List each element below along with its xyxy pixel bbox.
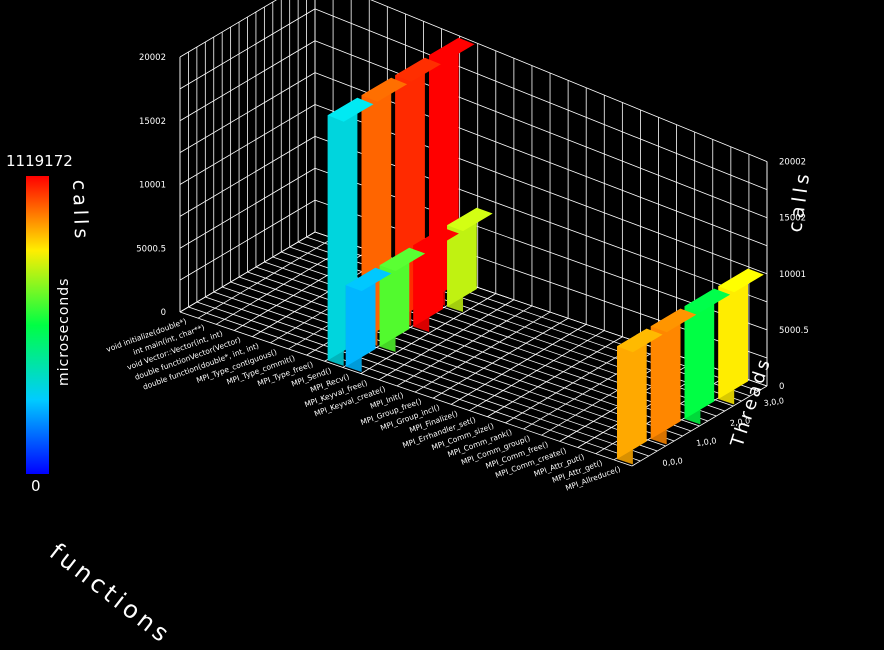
bar-top-face <box>429 37 475 62</box>
floor-grid-line <box>213 291 666 447</box>
x-axis-title: functions <box>44 538 177 650</box>
bar-top-face <box>718 268 764 293</box>
bar-top-face <box>327 97 374 122</box>
z-tick-label-right: 15002 <box>779 214 806 224</box>
bar-side-face <box>617 328 647 459</box>
z-tick-label-left: 10001 <box>139 181 166 191</box>
bar-side-face <box>650 308 681 439</box>
back-wall-grid-line <box>314 40 768 219</box>
z-tick-label-right: 20002 <box>779 158 806 168</box>
floor-grid-line <box>196 301 650 457</box>
bar-top-face <box>650 308 697 333</box>
thread-label: 3,0,0 <box>763 396 784 408</box>
bar-side-face <box>684 288 715 419</box>
bar <box>684 288 731 425</box>
bar-top-face <box>684 288 731 313</box>
z-tick-label-right: 10001 <box>779 270 806 280</box>
z-tick-label-right: 0 <box>779 382 784 392</box>
left-wall-grid-line <box>179 8 316 90</box>
floor-grid-line <box>222 286 675 442</box>
colorbar-min-label: 0 <box>31 477 41 495</box>
left-wall-grid-line <box>179 40 316 122</box>
bar <box>650 308 697 445</box>
back-wall-grid-line <box>370 0 768 162</box>
z-axis-title-left: calls <box>68 179 92 242</box>
floor-grid-line <box>179 311 633 467</box>
colorbar-title: microseconds <box>56 278 72 386</box>
bar-top-face <box>617 328 663 353</box>
axis-labels: 0 5000.5 10001 15002 20002 0 5000.5 10001 15002 2… <box>105 53 809 493</box>
bar-top-face <box>379 247 426 272</box>
z-axis-title-right: calls <box>784 169 814 234</box>
z-tick-label-left: 0 <box>161 308 166 318</box>
left-wall-grid-line <box>179 199 316 281</box>
floor-grid-line <box>188 306 641 462</box>
thread-label: 1,0,0 <box>696 436 717 448</box>
bar-top-face <box>345 267 392 292</box>
floor-grid-line <box>230 281 683 437</box>
z-tick-label-left: 5000.5 <box>136 244 166 254</box>
left-wall-grid-line <box>179 72 316 153</box>
left-wall-grid-line <box>179 104 316 185</box>
bar-top-face <box>361 77 408 102</box>
left-wall-grid-line <box>179 167 316 249</box>
left-wall-grid-line <box>179 136 316 217</box>
z-tick-label-left: 20002 <box>139 53 166 63</box>
z-tick-label-right: 5000.5 <box>779 326 809 336</box>
bar-side-face <box>345 267 376 367</box>
bar <box>345 267 392 372</box>
bars <box>327 37 764 465</box>
floor-grid-line <box>205 296 658 452</box>
z-tick-label-left: 15002 <box>139 117 166 127</box>
colorbar-gradient <box>26 176 49 474</box>
left-wall-grid-line <box>179 0 277 58</box>
bar <box>718 268 764 405</box>
bar-top-face <box>395 57 441 82</box>
bar-top-face <box>413 227 459 252</box>
thread-label: 2,0,0 <box>729 416 750 428</box>
floor-grid-line <box>238 276 692 432</box>
colorbar-max-label: 1119172 <box>6 152 73 170</box>
bar <box>379 247 426 352</box>
back-wall-grid-line <box>314 8 768 191</box>
bar-top-face <box>447 207 493 232</box>
colorbar: 1119172 0 microseconds <box>6 152 73 495</box>
bar-side-face <box>718 268 748 399</box>
left-wall-grid-line <box>179 231 316 313</box>
bar <box>617 328 663 465</box>
thread-label: 0,0,0 <box>662 456 683 468</box>
